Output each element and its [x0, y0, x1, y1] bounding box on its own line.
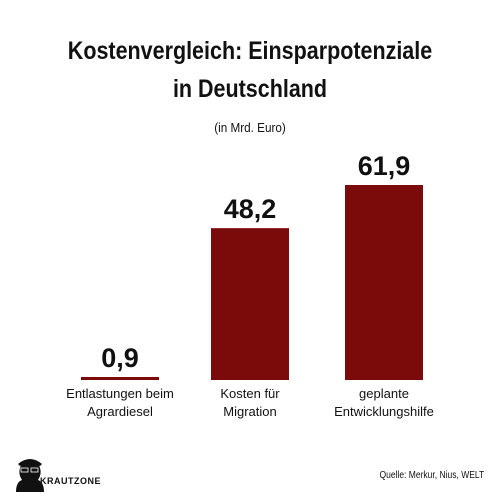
chart-subtitle: (in Mrd. Euro): [214, 120, 286, 135]
category-label-2-line-2: Migration: [223, 404, 276, 419]
chart-title-line-1: Kostenvergleich: Einsparpotenziale: [67, 37, 433, 65]
bar-3: [345, 185, 423, 380]
value-label-1: 0,9: [101, 343, 139, 373]
category-label-1-line-1: Entlastungen beim: [66, 386, 174, 401]
category-label-1-line-2: Agrardiesel: [87, 404, 153, 419]
source-note: Quelle: Merkur, Nius, WELT: [379, 470, 484, 481]
chart-title-line-2: in Deutschland: [172, 75, 328, 103]
value-label-3: 61,9: [358, 151, 411, 181]
bar-1: [81, 377, 159, 380]
category-label-3-line-1: geplante: [359, 386, 409, 401]
bar-2: [211, 228, 289, 380]
category-label-2-line-1: Kosten für: [220, 386, 280, 401]
category-label-3-line-2: Entwicklungshilfe: [334, 404, 434, 419]
logo-wordmark: KRAUTZONE: [40, 476, 101, 486]
chart-title: Kostenvergleich: Einsparpotenziale in De…: [35, 32, 465, 108]
value-label-2: 48,2: [224, 194, 277, 224]
krautzone-logo-icon: [16, 459, 44, 492]
